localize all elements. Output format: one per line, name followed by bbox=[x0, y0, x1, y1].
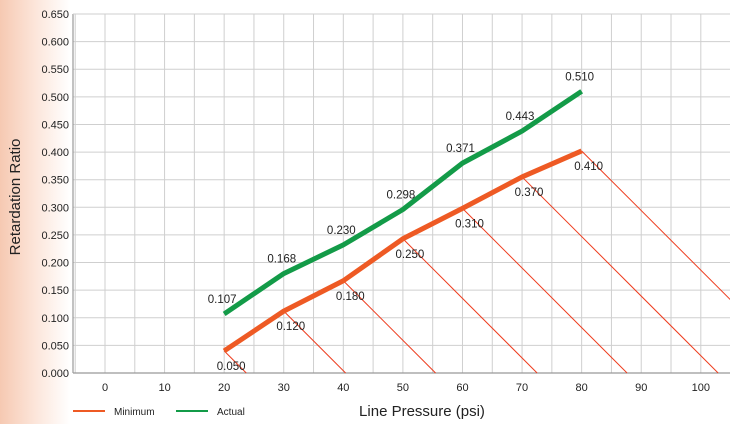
legend-label-actual: Actual bbox=[217, 407, 245, 418]
data-label-minimum: 0.050 bbox=[217, 361, 246, 373]
plot-area bbox=[73, 14, 730, 373]
y-tick-label: 0.150 bbox=[41, 285, 69, 297]
leader-line bbox=[223, 350, 247, 374]
x-tick-label: 10 bbox=[158, 382, 170, 394]
y-tick-label: 0.500 bbox=[41, 92, 69, 104]
leader-line bbox=[462, 208, 628, 374]
leader-line bbox=[521, 176, 719, 374]
y-tick-label: 0.300 bbox=[41, 202, 69, 214]
y-tick-label: 0.450 bbox=[41, 119, 69, 131]
x-tick-label: 20 bbox=[218, 382, 230, 394]
data-label-actual: 0.510 bbox=[565, 71, 594, 83]
y-tick-label: 0.650 bbox=[41, 9, 69, 21]
x-tick-label: 30 bbox=[278, 382, 290, 394]
x-tick-label: 0 bbox=[102, 382, 108, 394]
data-label-actual: 0.107 bbox=[208, 294, 237, 306]
leader-line bbox=[581, 150, 730, 301]
x-tick-label: 40 bbox=[337, 382, 349, 394]
data-label-actual: 0.298 bbox=[387, 190, 416, 202]
x-tick-label: 50 bbox=[397, 382, 409, 394]
x-tick-label: 60 bbox=[456, 382, 468, 394]
data-label-minimum: 0.310 bbox=[455, 218, 484, 230]
x-tick-label: 90 bbox=[635, 382, 647, 394]
y-tick-label: 0.250 bbox=[41, 230, 69, 242]
y-tick-label: 0.350 bbox=[41, 175, 69, 187]
y-tick-label: 0.400 bbox=[41, 147, 69, 159]
series-line-minimum bbox=[222, 148, 583, 353]
y-tick-label: 0.050 bbox=[41, 340, 69, 352]
data-label-minimum: 0.120 bbox=[276, 321, 305, 333]
y-tick-label: 0.100 bbox=[41, 313, 69, 325]
x-tick-label: 70 bbox=[516, 382, 528, 394]
leader-line bbox=[402, 238, 538, 374]
data-label-minimum: 0.370 bbox=[515, 187, 544, 199]
y-tick-label: 0.600 bbox=[41, 37, 69, 49]
x-tick-label: 100 bbox=[692, 382, 710, 394]
x-tick-label: 80 bbox=[576, 382, 588, 394]
data-label-minimum: 0.410 bbox=[574, 161, 603, 173]
series-line-actual bbox=[222, 89, 584, 316]
y-tick-label: 0.550 bbox=[41, 64, 69, 76]
legend-label-minimum: Minimum bbox=[114, 407, 155, 418]
data-label-actual: 0.230 bbox=[327, 225, 356, 237]
data-label-actual: 0.371 bbox=[446, 143, 475, 155]
x-axis-title: Line Pressure (psi) bbox=[359, 403, 485, 420]
leader-line bbox=[283, 310, 346, 374]
y-tick-label: 0.000 bbox=[41, 368, 69, 380]
data-label-minimum: 0.250 bbox=[396, 249, 425, 261]
y-axis-title: Retardation Ratio bbox=[7, 139, 24, 256]
y-tick-label: 0.200 bbox=[41, 258, 69, 270]
leader-line bbox=[342, 280, 436, 374]
data-label-actual: 0.443 bbox=[506, 111, 535, 123]
data-label-actual: 0.168 bbox=[267, 254, 296, 266]
data-label-minimum: 0.180 bbox=[336, 291, 365, 303]
